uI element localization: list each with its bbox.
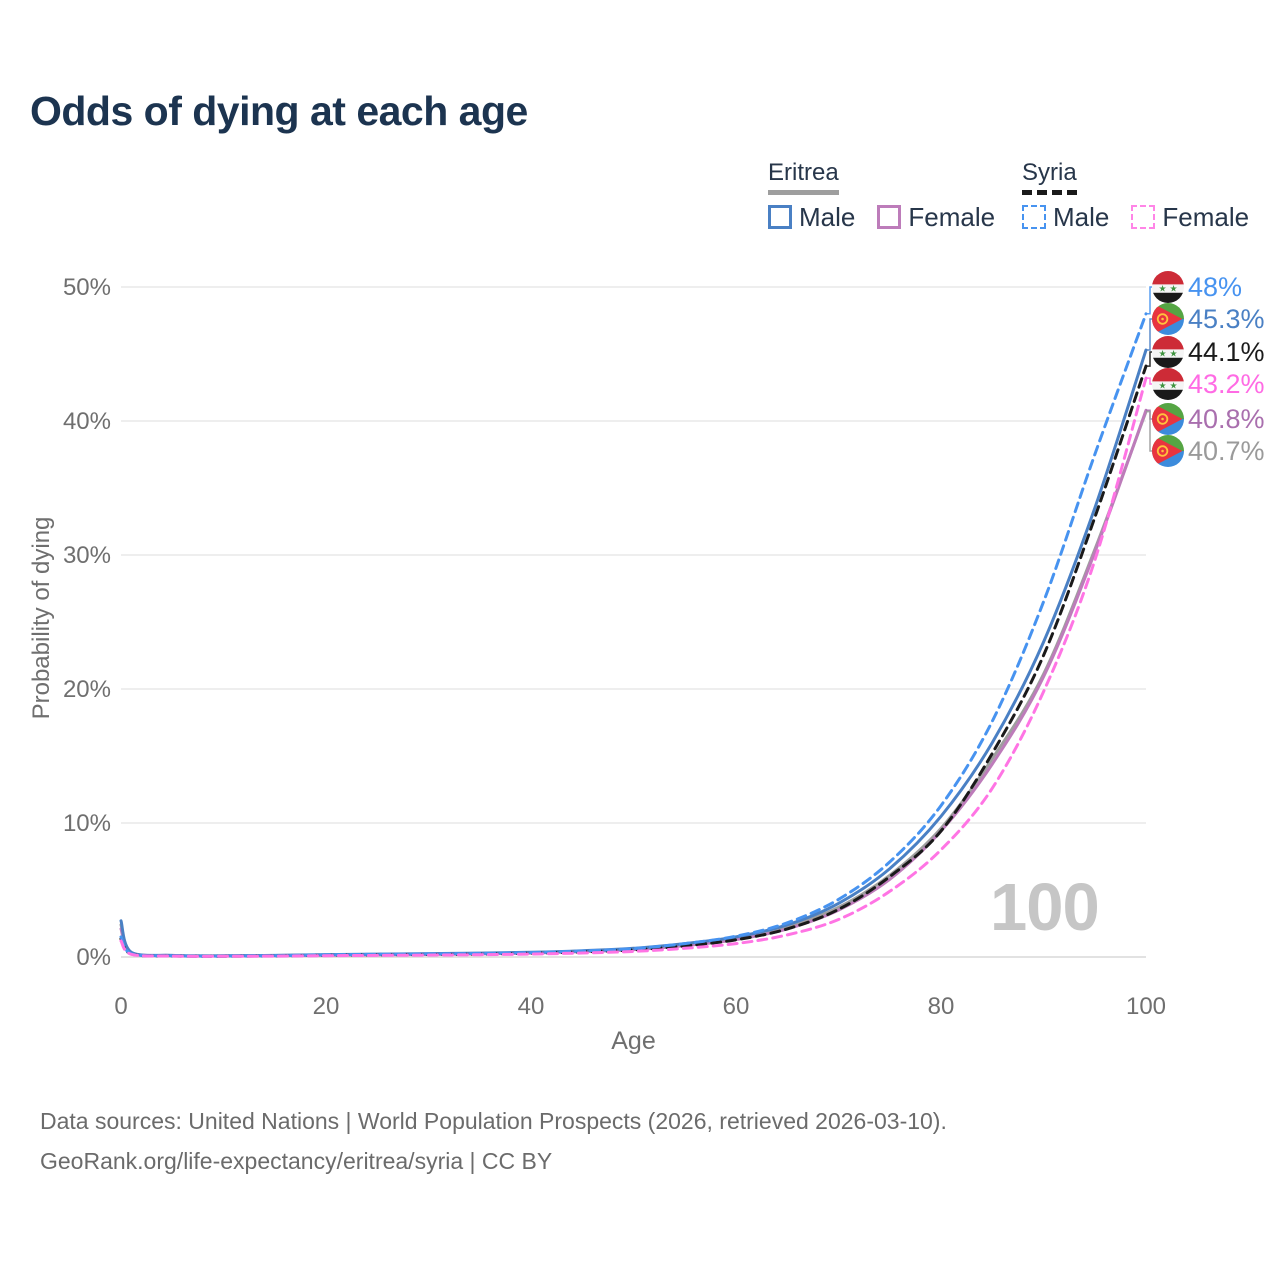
y-tick-label: 50% [63, 274, 111, 301]
y-tick-label: 30% [63, 542, 111, 569]
end-label-value-syria-both[interactable]: 44.1% [1188, 337, 1265, 367]
series-line-eritrea-male[interactable] [119, 348, 1148, 958]
series-line-syria-male[interactable] [119, 312, 1148, 958]
end-label-value-syria-male[interactable]: 48% [1188, 272, 1242, 302]
footer-attribution: GeoRank.org/life-expectancy/eritrea/syri… [40, 1148, 553, 1174]
legend-item-syria-female[interactable]: Female [1131, 204, 1249, 230]
end-label-connector [1146, 377, 1152, 385]
svg-text:★: ★ [1158, 349, 1166, 359]
eritrea-male-swatch-icon [768, 205, 792, 230]
end-label-connector [1146, 351, 1152, 367]
svg-text:★: ★ [1158, 284, 1166, 294]
page-title: Odds of dying at each age [30, 88, 528, 134]
eritrea-flag-icon [1152, 435, 1184, 467]
end-label-connector [1146, 286, 1152, 315]
end-label-value-eritrea-female[interactable]: 40.8% [1188, 404, 1265, 434]
x-axis-title: Age [611, 1027, 655, 1055]
end-label-connector [1146, 318, 1152, 351]
svg-text:★: ★ [1158, 381, 1166, 391]
legend-item-label: Male [1053, 202, 1110, 233]
legend-group-title-syria: Syria [1022, 159, 1077, 196]
end-label-value-eritrea-both[interactable]: 40.7% [1188, 436, 1265, 466]
legend-item-eritrea-female[interactable]: Female [877, 204, 995, 230]
legend-item-eritrea-male[interactable]: Male [768, 204, 855, 230]
end-label-connector [1146, 410, 1152, 452]
y-tick-label: 40% [63, 408, 111, 435]
y-tick-label: 20% [63, 676, 111, 703]
syria-female-swatch-icon [1131, 205, 1156, 230]
series-line-syria-female[interactable] [119, 376, 1148, 958]
x-tick-label: 100 [1126, 993, 1166, 1020]
legend-item-label: Female [908, 202, 996, 233]
svg-text:★: ★ [1169, 284, 1177, 294]
legend-group-title-eritrea: Eritrea [768, 159, 839, 196]
x-tick-label: 60 [723, 993, 750, 1020]
y-tick-label: 10% [63, 810, 111, 837]
syria-flag-icon: ★ ★ [1152, 368, 1184, 400]
legend-group-eritrea: Eritrea Male Female [768, 159, 995, 230]
eritrea-female-swatch-icon [877, 205, 902, 230]
legend-item-label: Female [1162, 202, 1250, 233]
x-tick-label: 20 [313, 993, 340, 1020]
svg-text:★: ★ [1169, 381, 1177, 391]
legend-item-label: Male [799, 202, 856, 233]
age-watermark: 100 [990, 870, 1100, 945]
svg-text:★: ★ [1169, 349, 1177, 359]
legend-group-syria: Syria Male Female [1022, 159, 1249, 230]
x-tick-label: 40 [518, 993, 545, 1020]
y-tick-label: 0% [76, 944, 111, 971]
end-label-value-syria-female[interactable]: 43.2% [1188, 369, 1265, 399]
syria-flag-icon: ★ ★ [1152, 271, 1184, 303]
syria-flag-icon: ★ ★ [1152, 336, 1184, 368]
end-label-value-eritrea-male[interactable]: 45.3% [1188, 304, 1265, 334]
eritrea-flag-icon [1152, 303, 1184, 335]
eritrea-flag-icon [1152, 403, 1184, 435]
series-line-syria-both[interactable] [119, 364, 1148, 958]
footer-data-sources: Data sources: United Nations | World Pop… [40, 1108, 947, 1134]
syria-male-swatch-icon [1022, 205, 1046, 230]
legend-item-syria-male[interactable]: Male [1022, 204, 1109, 230]
x-tick-label: 80 [928, 993, 955, 1020]
x-tick-label: 0 [114, 993, 127, 1020]
